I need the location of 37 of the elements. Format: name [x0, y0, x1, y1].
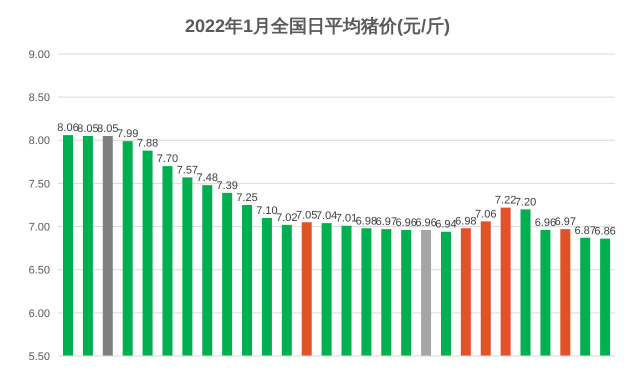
- data-label: 6.97: [554, 216, 576, 228]
- data-label: 8.05: [77, 122, 99, 135]
- data-label: 8.06: [57, 122, 79, 134]
- data-label: 6.98: [455, 215, 477, 228]
- y-tick-label: 6.50: [28, 264, 50, 277]
- y-tick-label: 7.00: [28, 221, 50, 234]
- data-label: 7.88: [136, 138, 158, 150]
- y-tick-label: 7.50: [28, 178, 50, 190]
- data-label: 7.06: [475, 208, 496, 220]
- data-label: 6.87: [574, 224, 596, 237]
- data-label: 8.05: [97, 122, 118, 135]
- data-label: 7.01: [336, 212, 358, 225]
- data-label: 7.05: [296, 209, 318, 222]
- data-label: 7.48: [196, 172, 218, 184]
- data-label: 7.57: [176, 164, 198, 176]
- data-label: 6.96: [534, 217, 556, 230]
- chart-title: 2022年1月全国日平均猪价(元/斤): [184, 15, 452, 38]
- data-label: 7.10: [256, 204, 278, 217]
- data-label: 7.20: [514, 196, 536, 208]
- data-label: 6.96: [415, 217, 437, 230]
- data-label: 7.04: [316, 210, 338, 222]
- y-tick-label: 6.00: [28, 308, 50, 320]
- data-label: 6.86: [594, 226, 616, 238]
- data-label: 7.39: [216, 180, 238, 192]
- y-tick-label: 5.50: [28, 350, 50, 363]
- y-tick-label: 8.00: [28, 135, 50, 148]
- data-label: 6.94: [435, 218, 457, 231]
- data-label: 7.70: [156, 153, 178, 166]
- data-label: 6.96: [395, 217, 417, 230]
- data-label: 6.98: [356, 215, 378, 228]
- data-label: 7.02: [276, 212, 298, 224]
- y-tick-label: 9.00: [28, 48, 50, 61]
- data-label: 7.99: [116, 128, 138, 140]
- data-label: 7.25: [236, 192, 258, 204]
- data-label: 7.22: [494, 194, 516, 207]
- y-tick-label: 8.50: [28, 92, 50, 104]
- data-label: 6.97: [376, 216, 397, 228]
